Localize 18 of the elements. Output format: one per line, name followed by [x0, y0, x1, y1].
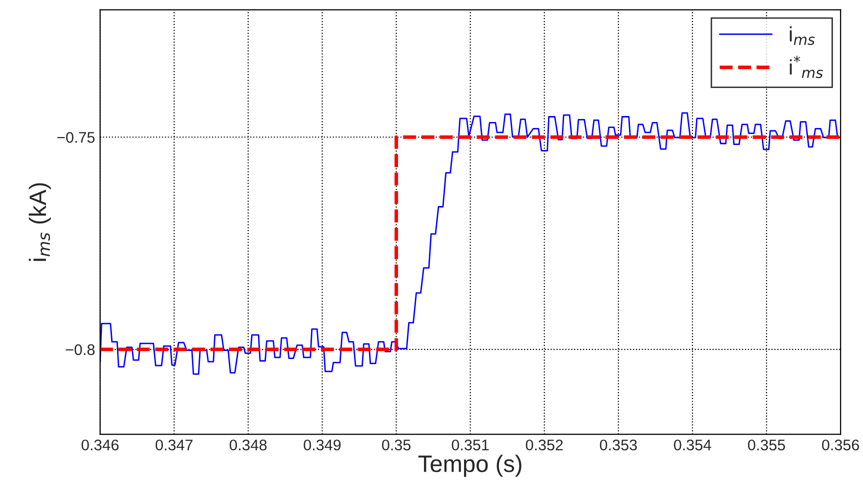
x-tick-label: 0.346 — [82, 440, 119, 450]
y-tick-label: −0.75 — [57, 132, 95, 143]
x-tick-label: 0.353 — [600, 440, 637, 450]
y-tick-label: −0.8 — [66, 344, 95, 356]
x-axis-title: Tempo (s) — [418, 454, 522, 477]
x-tick-label: 0.352 — [526, 440, 563, 450]
x-tick-label: 0.351 — [452, 440, 489, 450]
x-tick-label: 0.35 — [382, 440, 411, 450]
x-tick-label: 0.349 — [304, 440, 341, 450]
x-tick-label: 0.355 — [748, 440, 785, 450]
x-tick-label: 0.347 — [156, 440, 193, 450]
x-tick-label: 0.348 — [230, 440, 267, 450]
y-axis-title: i$_{ms}$ (kA) — [28, 183, 51, 261]
legend-label: i$_{ms}$ — [790, 26, 815, 46]
line-series — [100, 112, 841, 375]
x-tick-label: 0.354 — [674, 440, 712, 450]
legend-label: i$^{*}$$_{ms}$ — [790, 56, 823, 78]
x-tick-label: 0.356 — [822, 440, 860, 450]
